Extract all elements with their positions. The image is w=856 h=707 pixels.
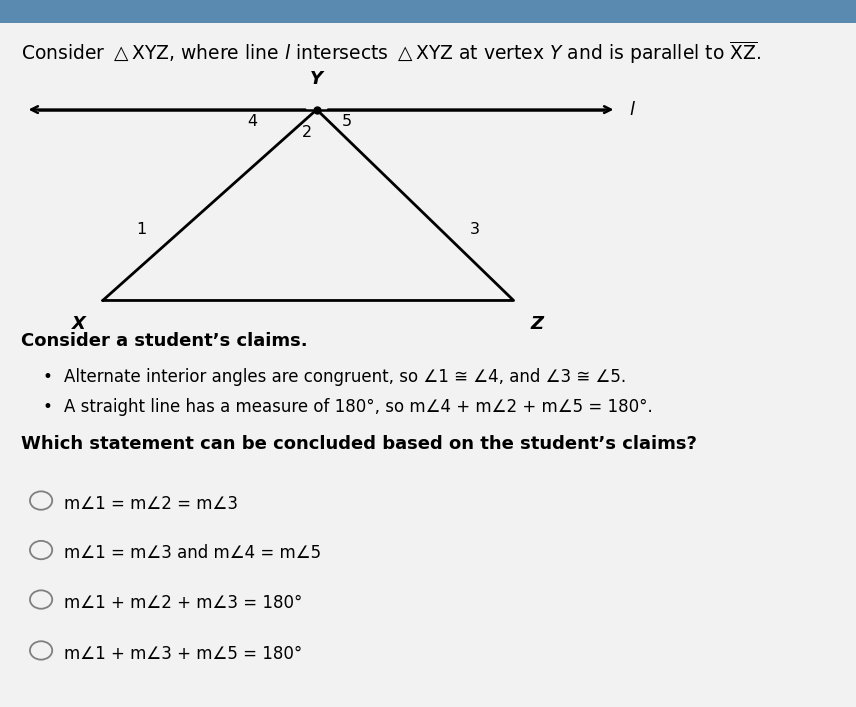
Text: •: •	[42, 398, 52, 416]
Text: •: •	[42, 368, 52, 385]
Text: 4: 4	[247, 114, 258, 129]
Text: 2: 2	[301, 124, 312, 140]
Text: 1: 1	[136, 222, 146, 238]
Bar	[0, 0, 856, 23]
Text: m∠1 + m∠3 + m∠5 = 180°: m∠1 + m∠3 + m∠5 = 180°	[64, 645, 302, 662]
Text: l: l	[629, 100, 634, 119]
Text: Alternate interior angles are congruent, so ∠1 ≅ ∠4, and ∠3 ≅ ∠5.: Alternate interior angles are congruent,…	[64, 368, 627, 385]
Text: Which statement can be concluded based on the student’s claims?: Which statement can be concluded based o…	[21, 435, 698, 452]
Text: 5: 5	[342, 114, 352, 129]
Text: 3: 3	[470, 222, 480, 238]
Text: Z: Z	[531, 315, 544, 332]
Text: m∠1 = m∠2 = m∠3: m∠1 = m∠2 = m∠3	[64, 495, 238, 513]
Text: Y: Y	[310, 71, 324, 88]
Text: Consider a student’s claims.: Consider a student’s claims.	[21, 332, 308, 350]
Text: X: X	[72, 315, 86, 332]
Text: A straight line has a measure of 180°, so m∠4 + m∠2 + m∠5 = 180°.: A straight line has a measure of 180°, s…	[64, 398, 653, 416]
Text: Consider $\triangle$XYZ, where line $l$ intersects $\triangle$XYZ at vertex $Y$ : Consider $\triangle$XYZ, where line $l$ …	[21, 39, 762, 66]
Text: m∠1 + m∠2 + m∠3 = 180°: m∠1 + m∠2 + m∠3 = 180°	[64, 594, 302, 612]
Text: m∠1 = m∠3 and m∠4 = m∠5: m∠1 = m∠3 and m∠4 = m∠5	[64, 544, 321, 562]
